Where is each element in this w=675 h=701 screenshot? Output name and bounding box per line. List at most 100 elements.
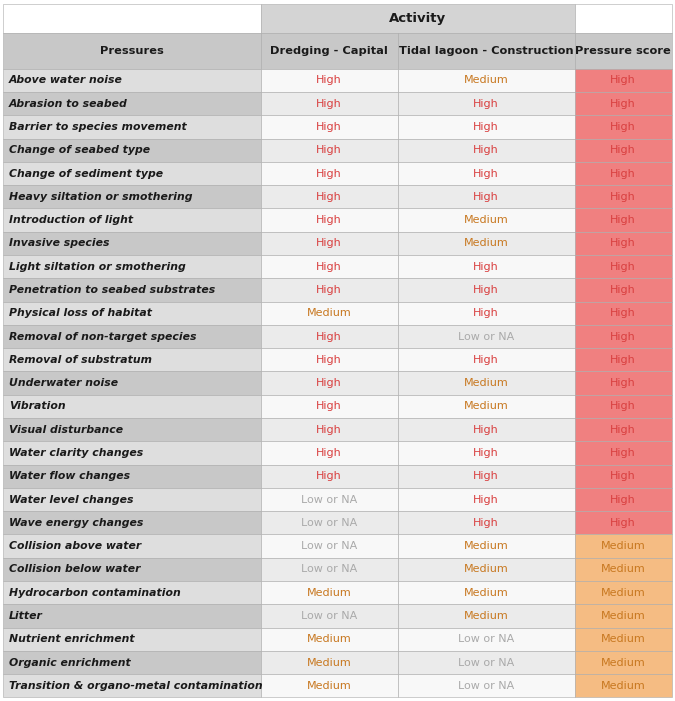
Bar: [398, 348, 574, 372]
Text: Medium: Medium: [601, 634, 645, 644]
Bar: [3, 511, 261, 534]
Bar: [574, 69, 672, 92]
Bar: [398, 418, 574, 442]
Text: High: High: [473, 145, 499, 155]
Bar: [261, 418, 398, 442]
Text: Medium: Medium: [306, 658, 352, 667]
Text: Low or NA: Low or NA: [458, 681, 514, 691]
Text: Low or NA: Low or NA: [301, 564, 357, 574]
Text: High: High: [317, 471, 342, 482]
Bar: [574, 511, 672, 534]
Text: Medium: Medium: [601, 658, 645, 667]
Bar: [398, 442, 574, 465]
Bar: [3, 465, 261, 488]
Text: High: High: [610, 122, 636, 132]
Bar: [574, 372, 672, 395]
Text: High: High: [473, 261, 499, 272]
Bar: [261, 395, 398, 418]
Text: High: High: [473, 471, 499, 482]
Text: Collision below water: Collision below water: [9, 564, 140, 574]
Bar: [3, 115, 261, 139]
Bar: [398, 255, 574, 278]
Text: Underwater noise: Underwater noise: [9, 378, 118, 388]
Text: Barrier to species movement: Barrier to species movement: [9, 122, 186, 132]
Text: Litter: Litter: [9, 611, 43, 621]
Text: High: High: [317, 332, 342, 341]
Bar: [398, 465, 574, 488]
Text: Transition & organo-metal contamination: Transition & organo-metal contamination: [9, 681, 263, 691]
Bar: [398, 33, 574, 69]
Bar: [3, 581, 261, 604]
Bar: [574, 418, 672, 442]
Bar: [574, 185, 672, 208]
Bar: [3, 4, 261, 33]
Text: High: High: [317, 192, 342, 202]
Bar: [3, 442, 261, 465]
Bar: [3, 372, 261, 395]
Text: Above water noise: Above water noise: [9, 76, 123, 86]
Bar: [261, 465, 398, 488]
Bar: [261, 348, 398, 372]
Text: High: High: [473, 122, 499, 132]
Bar: [398, 534, 574, 558]
Bar: [261, 4, 574, 33]
Bar: [3, 278, 261, 301]
Bar: [261, 208, 398, 232]
Bar: [261, 581, 398, 604]
Bar: [574, 395, 672, 418]
Bar: [261, 627, 398, 651]
Text: Wave energy changes: Wave energy changes: [9, 518, 143, 528]
Text: High: High: [610, 355, 636, 365]
Text: Abrasion to seabed: Abrasion to seabed: [9, 99, 128, 109]
Text: Tidal lagoon - Construction: Tidal lagoon - Construction: [399, 46, 574, 55]
Text: High: High: [317, 378, 342, 388]
Text: High: High: [610, 192, 636, 202]
Bar: [398, 185, 574, 208]
Bar: [574, 442, 672, 465]
Text: Heavy siltation or smothering: Heavy siltation or smothering: [9, 192, 192, 202]
Text: High: High: [610, 494, 636, 505]
Bar: [3, 604, 261, 627]
Bar: [398, 395, 574, 418]
Text: Medium: Medium: [464, 587, 508, 598]
Text: High: High: [610, 471, 636, 482]
Bar: [398, 92, 574, 115]
Text: Pressures: Pressures: [100, 46, 164, 55]
Text: Low or NA: Low or NA: [458, 332, 514, 341]
Bar: [261, 33, 398, 69]
Bar: [261, 232, 398, 255]
Bar: [574, 348, 672, 372]
Bar: [261, 139, 398, 162]
Text: Removal of substratum: Removal of substratum: [9, 355, 152, 365]
Text: Medium: Medium: [306, 681, 352, 691]
Text: Water flow changes: Water flow changes: [9, 471, 130, 482]
Bar: [398, 115, 574, 139]
Text: High: High: [610, 168, 636, 179]
Text: Medium: Medium: [306, 308, 352, 318]
Text: Physical loss of habitat: Physical loss of habitat: [9, 308, 152, 318]
Text: High: High: [610, 215, 636, 225]
Text: High: High: [610, 378, 636, 388]
Bar: [3, 162, 261, 185]
Bar: [261, 278, 398, 301]
Text: Medium: Medium: [306, 587, 352, 598]
Bar: [3, 208, 261, 232]
Bar: [261, 255, 398, 278]
Text: Low or NA: Low or NA: [301, 541, 357, 551]
Text: Low or NA: Low or NA: [458, 658, 514, 667]
Bar: [398, 278, 574, 301]
Bar: [574, 208, 672, 232]
Bar: [3, 69, 261, 92]
Bar: [398, 488, 574, 511]
Bar: [3, 674, 261, 697]
Text: Medium: Medium: [464, 611, 508, 621]
Text: High: High: [317, 145, 342, 155]
Text: Medium: Medium: [464, 541, 508, 551]
Text: High: High: [610, 308, 636, 318]
Bar: [261, 511, 398, 534]
Text: Medium: Medium: [601, 587, 645, 598]
Bar: [3, 185, 261, 208]
Text: Medium: Medium: [464, 378, 508, 388]
Text: Low or NA: Low or NA: [301, 518, 357, 528]
Text: High: High: [473, 494, 499, 505]
